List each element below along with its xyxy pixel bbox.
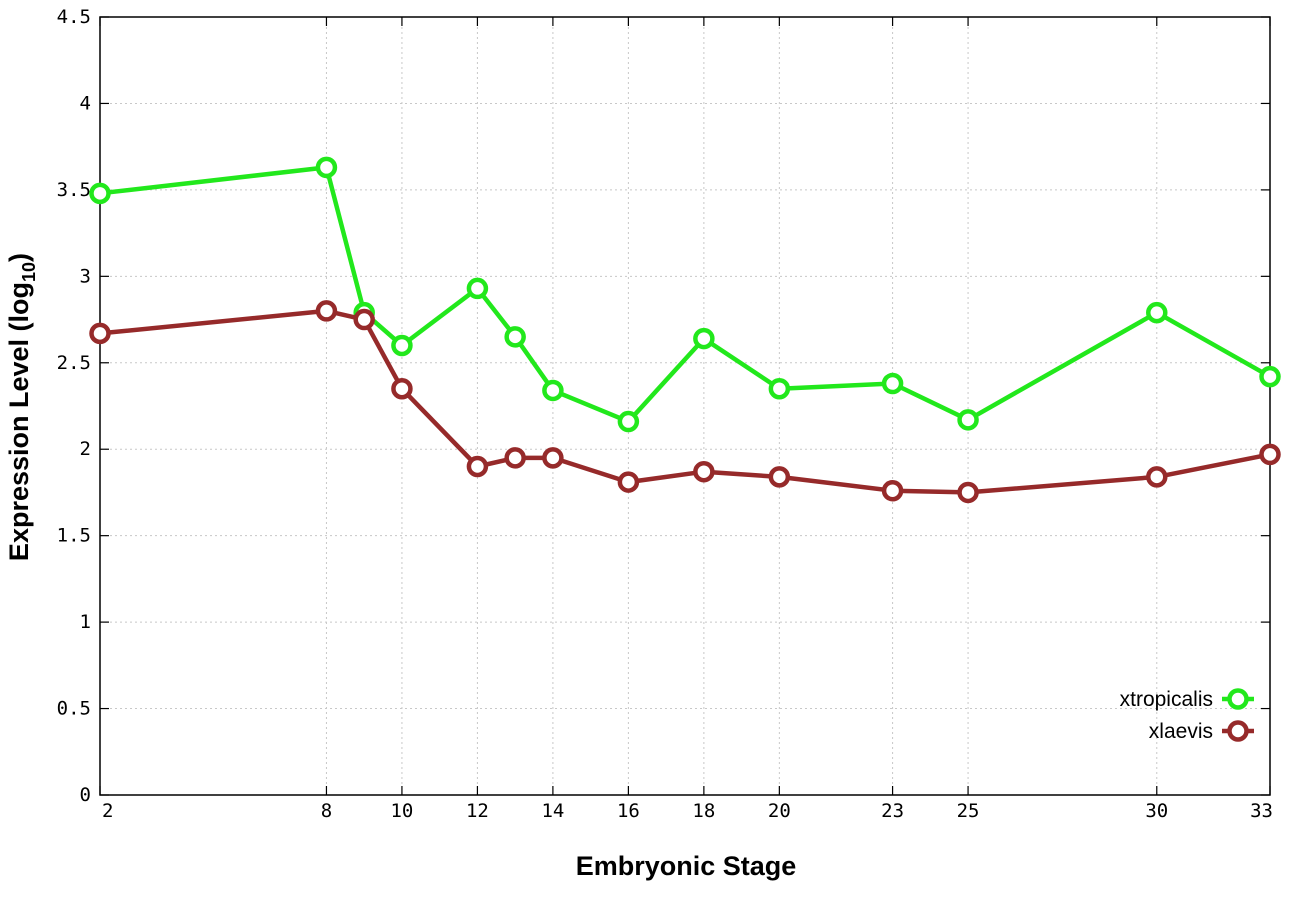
legend-swatch-marker [1227,688,1249,710]
series-line-xlaevis [99,308,1271,495]
x-tick-label: 8 [321,800,332,822]
data-point [89,182,111,205]
data-point [315,156,338,179]
x-axis-ticks: 2 8 10 12 14 16 18 20 23 25 30 33 [99,17,1273,822]
y-tick-label: 4.5 [57,6,91,28]
data-point [768,466,791,488]
data-point [542,447,564,469]
legend-item-xlaevis: xlaevis [1149,720,1254,743]
data-point [693,460,715,483]
data-point [881,479,904,502]
x-tick-label: 14 [541,800,564,822]
data-point [1146,466,1168,488]
data-point [693,327,715,350]
data-point [542,379,564,402]
y-tick-label: 4 [80,92,91,114]
y-axis-ticks: 0 0.5 1 1.5 2 2.5 3 3.5 4 4.5 [57,6,1270,806]
y-tick-label: 0 [80,784,91,806]
y-axis-label-main: Expression Level (log [4,282,34,561]
legend: xtropicalis xlaevis [1120,688,1254,743]
series-layer [89,156,1281,504]
data-point [617,471,640,493]
data-point [504,326,526,348]
data-point [315,300,338,322]
data-point [504,447,526,469]
legend-item-xtropicalis: xtropicalis [1120,688,1254,711]
data-point [617,410,640,433]
data-point [391,377,413,400]
legend-swatch-marker [1227,720,1249,742]
series-xtropicalis [89,156,1281,433]
x-tick-label: 18 [692,800,715,822]
data-point [1259,443,1281,466]
y-tick-label: 0.5 [57,698,91,720]
data-point [466,277,489,300]
data-point [1259,365,1281,388]
y-axis-label-close: ) [4,253,34,262]
series-xlaevis [89,300,1281,504]
y-tick-label: 2 [80,438,91,460]
data-point [957,481,979,504]
y-axis-label-subscript: 10 [19,262,39,282]
x-tick-label: 2 [102,800,113,822]
data-point [1146,301,1168,324]
grid [100,17,1270,795]
data-point [89,322,111,345]
x-tick-label: 33 [1250,800,1273,822]
data-point [353,308,375,331]
data-point [391,334,413,357]
y-tick-label: 1 [80,611,91,633]
y-tick-label: 3.5 [57,179,91,201]
legend-label: xtropicalis [1120,688,1213,711]
x-tick-label: 10 [390,800,413,822]
x-axis-label: Embryonic Stage [576,851,797,881]
legend-label: xlaevis [1149,720,1213,743]
y-tick-label: 3 [80,265,91,287]
x-tick-label: 20 [768,800,791,822]
data-point [466,455,489,478]
x-tick-label: 30 [1145,800,1168,822]
y-axis-label: Expression Level (log10) [4,253,39,561]
series-line-xtropicalis [99,165,1272,424]
data-point [957,409,979,431]
y-tick-label: 2.5 [57,352,91,374]
x-tick-label: 16 [617,800,640,822]
data-point [881,372,904,395]
y-tick-label: 1.5 [57,525,91,547]
x-tick-label: 23 [881,800,904,822]
plot-frame [99,16,1271,796]
x-tick-label: 25 [957,800,980,822]
data-point [768,377,791,400]
x-tick-label: 12 [466,800,489,822]
